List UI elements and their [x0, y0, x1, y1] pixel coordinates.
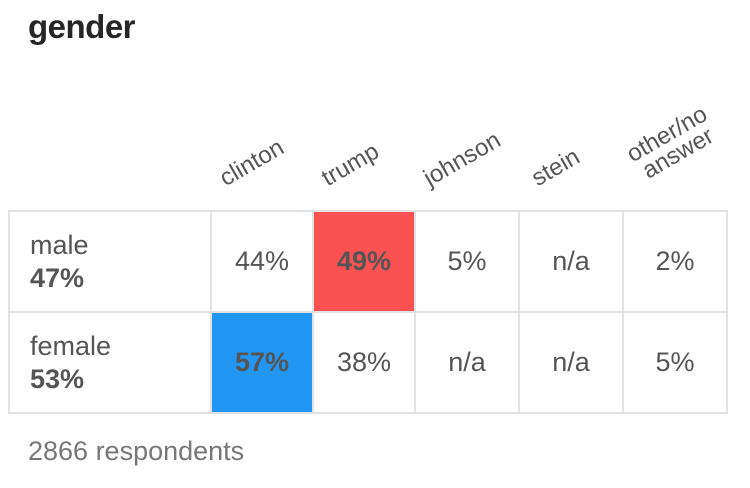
row-header-male: male 47% [8, 210, 212, 313]
chart-title: gender [28, 8, 136, 45]
column-header-other: other/no answer [622, 100, 719, 185]
cell-female-other: 5% [622, 311, 728, 414]
row-share: 53% [30, 363, 85, 394]
row-share: 47% [30, 262, 85, 293]
cell-male-stein: n/a [518, 210, 624, 313]
column-header-johnson: johnson [419, 126, 506, 192]
cell-male-other: 2% [622, 210, 728, 313]
row-label: male [30, 229, 89, 260]
respondents-note: 2866 respondents [28, 436, 245, 466]
table-row: male 47% 44% 49% 5% n/a 2% [8, 210, 728, 313]
cell-female-trump: 38% [312, 311, 416, 414]
cell-female-clinton: 57% [210, 311, 314, 414]
cell-male-johnson: 5% [414, 210, 520, 313]
cell-female-stein: n/a [518, 311, 624, 414]
column-header-trump: trump [317, 137, 384, 192]
cell-male-clinton: 44% [210, 210, 314, 313]
row-label: female [30, 330, 112, 361]
cell-female-johnson: n/a [414, 311, 520, 414]
column-header-stein: stein [527, 143, 585, 192]
results-table: male 47% 44% 49% 5% n/a 2% female 53% 57… [8, 210, 728, 414]
row-header-female: female 53% [8, 311, 212, 414]
table-row: female 53% 57% 38% n/a n/a 5% [8, 311, 728, 414]
column-header-clinton: clinton [215, 133, 289, 192]
cell-male-trump: 49% [312, 210, 416, 313]
